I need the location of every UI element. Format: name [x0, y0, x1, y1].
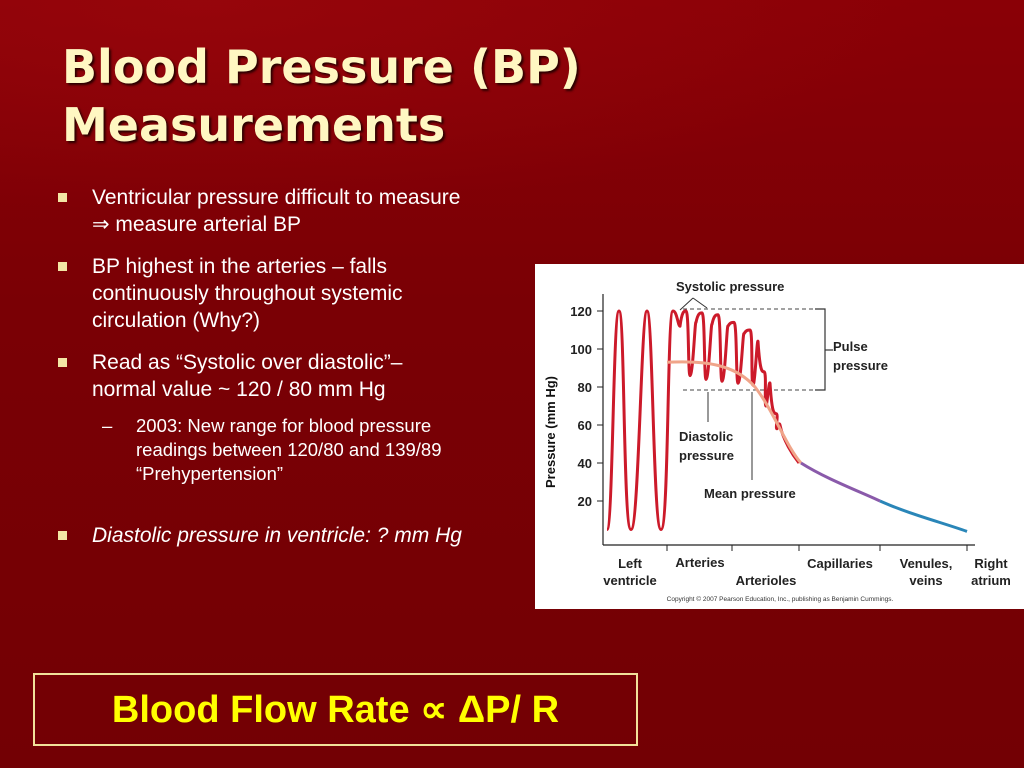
square-bullet-icon: [58, 262, 67, 271]
x-label-left-ventricle-2: ventricle: [603, 573, 656, 588]
blood-pressure-chart: Pressure (mm Hg) 20 40 60 80 100 120 Syst: [535, 264, 1024, 609]
y-ticks: 20 40 60 80 100 120: [570, 304, 603, 509]
formula-box: Blood Flow Rate ∝ ΔP/ R: [33, 673, 638, 746]
y-tick-label: 60: [578, 418, 592, 433]
mean-pressure-line: [666, 360, 803, 465]
sub-bullet-item: – 2003: New range for blood pressure rea…: [102, 415, 442, 484]
pressure-wave-line: [605, 309, 801, 531]
bullet-item: Read as “Systolic over diastolic”– norma…: [52, 349, 532, 403]
y-tick-label: 80: [578, 380, 592, 395]
bullet-item: BP highest in the arteries – falls conti…: [52, 253, 532, 334]
x-label-right-atrium-1: Right: [974, 556, 1008, 571]
y-tick-label: 120: [570, 304, 592, 319]
x-label-right-atrium-2: atrium: [971, 573, 1011, 588]
pulse-label-1: Pulse: [833, 339, 868, 354]
bullet-item: Ventricular pressure difficult to measur…: [52, 184, 532, 238]
bullet-list: Ventricular pressure difficult to measur…: [52, 184, 532, 564]
background-swoosh: [0, 0, 1024, 230]
x-label-venules-2: veins: [909, 573, 942, 588]
y-tick-label: 20: [578, 494, 592, 509]
blood-flow-formula: Blood Flow Rate ∝ ΔP/ R: [111, 689, 560, 731]
systolic-label: Systolic pressure: [676, 279, 784, 294]
x-tick-marks: [666, 545, 968, 551]
x-label-venules-1: Venules,: [900, 556, 953, 571]
y-axis-label: Pressure (mm Hg): [543, 376, 558, 488]
x-label-left-ventricle-1: Left: [618, 556, 643, 571]
dash-bullet: –: [102, 415, 113, 436]
bullet-item: Diastolic pressure in ventricle: ? mm Hg: [52, 522, 532, 549]
pulse-pressure-bracket: [815, 308, 826, 391]
title-line-2: Measurements: [62, 98, 446, 152]
capillary-pressure-line: [800, 461, 881, 503]
square-bullet-icon: [58, 531, 67, 540]
diastolic-label-2: pressure: [679, 448, 734, 463]
x-label-arteries: Arteries: [675, 555, 724, 570]
x-label-capillaries: Capillaries: [807, 556, 873, 571]
x-label-arterioles: Arterioles: [736, 573, 797, 588]
slide-title: Blood Pressure (BP) Measurements: [62, 38, 702, 154]
copyright-text: Copyright © 2007 Pearson Education, Inc.…: [667, 595, 894, 603]
mean-label: Mean pressure: [704, 486, 796, 501]
title-line-1: Blood Pressure (BP): [62, 40, 581, 94]
systolic-leader: [679, 297, 708, 311]
y-tick-label: 100: [570, 342, 592, 357]
diastolic-label-1: Diastolic: [679, 429, 733, 444]
square-bullet-icon: [58, 193, 67, 202]
square-bullet-icon: [58, 358, 67, 367]
pulse-label-2: pressure: [833, 358, 888, 373]
venous-pressure-line: [879, 499, 968, 533]
y-tick-label: 40: [578, 456, 592, 471]
